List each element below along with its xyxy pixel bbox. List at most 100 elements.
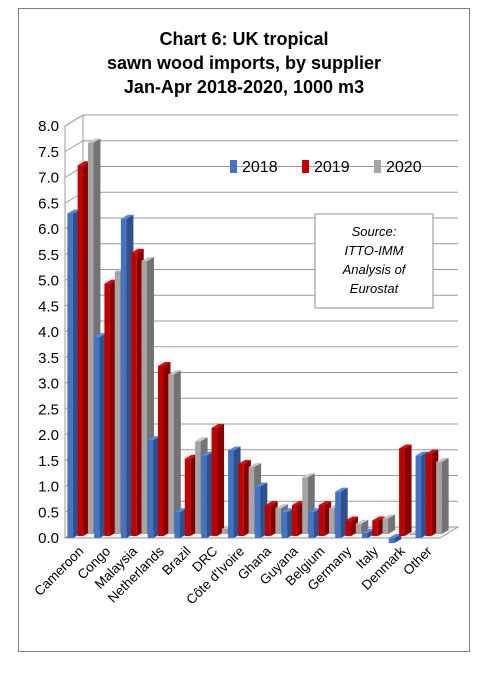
gridline-side — [64, 140, 84, 153]
y-tick-label: 2.0 — [38, 427, 59, 444]
y-tick-label: 0.0 — [38, 530, 59, 547]
legend-label-2018: 2018 — [242, 159, 278, 176]
y-tick-label: 8.0 — [38, 118, 59, 135]
bar-side-2019-12 — [404, 444, 412, 536]
bar-top-2018-6 — [228, 446, 241, 451]
bar-top-2020-6 — [248, 463, 262, 468]
bar-2020-9 — [329, 508, 335, 534]
bar-2020-3 — [168, 374, 174, 534]
y-tick-label: 3.5 — [38, 350, 59, 367]
bar-2020-4 — [195, 441, 201, 534]
bar-top-2019-3 — [158, 362, 171, 367]
y-tick-label: 5.5 — [38, 247, 59, 264]
bar-side-2019-5 — [217, 423, 225, 536]
bar-top-2018-12 — [388, 534, 402, 538]
bar-side-2018-12 — [394, 534, 402, 544]
chart-title: Chart 6: UK tropical sawn wood imports, … — [19, 27, 469, 99]
y-tick-label: 5.0 — [38, 273, 59, 290]
bar-2019-11 — [372, 520, 378, 536]
x-tick-label: Brazil — [159, 544, 193, 578]
bar-top-2018-3 — [147, 436, 161, 441]
bar-2019-13 — [425, 453, 432, 536]
bar-2020-12 — [409, 534, 415, 535]
y-tick-label: 1.5 — [38, 453, 59, 470]
bar-2018-13 — [415, 455, 422, 538]
source-annotation-line: ITTO-IMM — [345, 243, 404, 258]
bar-2018-5 — [201, 455, 207, 538]
bar-2019-12 — [399, 448, 405, 536]
bar-2018-10 — [335, 491, 341, 538]
bar-top-2020-2 — [141, 257, 155, 262]
y-tick-label: 4.5 — [38, 298, 59, 315]
y-tick-label: 0.5 — [38, 504, 59, 521]
bar-top-2018-11 — [361, 528, 375, 533]
bar-top-2019-9 — [318, 501, 332, 506]
bar-2019-0 — [77, 165, 84, 536]
y-tick-label: 4.0 — [38, 324, 59, 341]
bar-top-2019-13 — [425, 449, 439, 454]
bar-2018-1 — [94, 337, 100, 538]
y-tick-label: 2.5 — [38, 401, 59, 418]
y-tick-label: 6.0 — [38, 221, 59, 238]
bar-2018-2 — [120, 218, 127, 538]
chart-title-line-3: Jan-Apr 2018-2020, 1000 m3 — [123, 77, 365, 97]
bar-2020-11 — [382, 518, 389, 534]
bar-2020-2 — [141, 261, 148, 534]
bar-2020-1 — [114, 271, 121, 534]
bar-side-2020-11 — [388, 514, 396, 534]
y-tick-label: 1.0 — [38, 479, 59, 496]
y-tick-label: 7.5 — [38, 144, 59, 161]
bar-2019-8 — [291, 505, 298, 536]
bar-top-2018-8 — [281, 508, 295, 513]
bar-top-2019-11 — [372, 516, 385, 521]
bar-2019-1 — [104, 283, 110, 536]
bar-2018-8 — [281, 512, 288, 538]
legend-swatch-2018 — [230, 160, 237, 173]
chart-title-line-1: Chart 6: UK tropical — [159, 29, 329, 49]
bar-top-2018-2 — [120, 214, 134, 219]
bar-top-2020-13 — [436, 457, 449, 462]
bar-top-2019-10 — [345, 516, 358, 521]
bar-2019-4 — [184, 458, 191, 536]
legend-swatch-2019 — [302, 160, 309, 173]
y-tick-label: 6.5 — [38, 195, 59, 212]
bar-top-2018-10 — [335, 487, 348, 492]
bar-2019-5 — [211, 427, 218, 536]
legend-swatch-2020 — [374, 160, 381, 173]
bar-top-2019-6 — [238, 459, 251, 464]
bar-2020-13 — [436, 461, 442, 534]
bar-top-2018-4 — [174, 508, 187, 513]
bar-2018-9 — [308, 512, 314, 538]
bar-2018-11 — [361, 532, 368, 538]
bar-top-2019-8 — [291, 501, 305, 506]
y-tick-label: 7.0 — [38, 170, 59, 187]
legend-label-2019: 2019 — [314, 159, 350, 176]
y-tick-label: 3.0 — [38, 376, 59, 393]
bar-2019-10 — [345, 520, 351, 536]
bar-2019-7 — [265, 505, 271, 536]
bar-side-2020-13 — [441, 457, 449, 534]
bar-top-2019-2 — [131, 248, 144, 253]
x-tick-label: Other — [400, 543, 435, 578]
bar-2018-7 — [254, 486, 261, 538]
source-annotation-box — [314, 213, 434, 309]
bar-2018-12 — [388, 538, 395, 544]
bar-2020-0 — [87, 142, 94, 534]
bar-2019-6 — [238, 463, 244, 536]
bar-top-2018-13 — [415, 451, 429, 456]
bar-top-2020-11 — [382, 514, 396, 519]
bar-top-2019-5 — [211, 423, 225, 428]
bar-top-2018-0 — [67, 209, 80, 214]
bar-2020-5 — [221, 528, 228, 534]
bar-top-2019-0 — [77, 161, 91, 166]
chart-title-line-2: sawn wood imports, by supplier — [106, 53, 382, 73]
bar-2020-8 — [302, 477, 308, 534]
bar-top-2018-7 — [254, 482, 268, 487]
bar-top-2020-4 — [195, 437, 208, 442]
bar-side-2020-3 — [173, 370, 181, 534]
bar-2020-7 — [275, 508, 281, 534]
y-axis-top — [64, 114, 84, 127]
bar-2019-9 — [318, 505, 325, 536]
bar-2019-2 — [131, 252, 137, 536]
